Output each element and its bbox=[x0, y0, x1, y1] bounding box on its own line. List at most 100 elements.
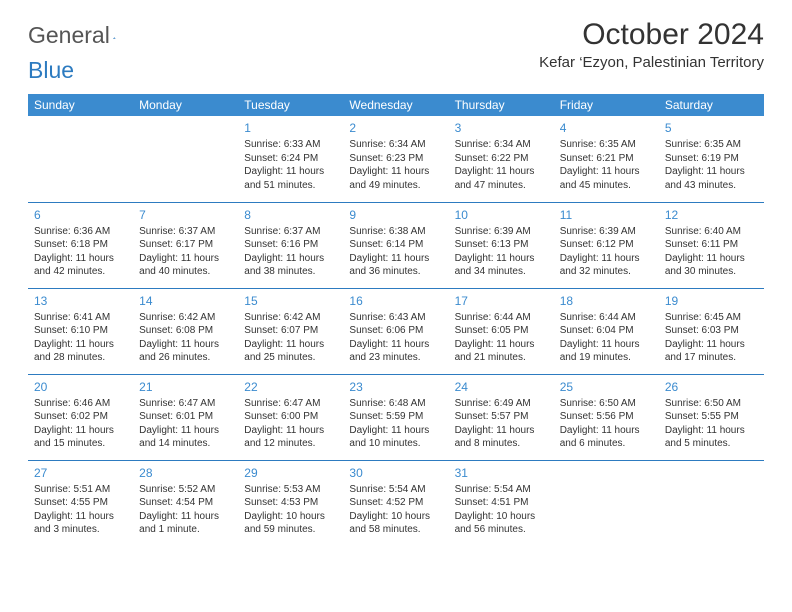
calendar-cell: 8Sunrise: 6:37 AMSunset: 6:16 PMDaylight… bbox=[238, 202, 343, 288]
day-detail: Sunset: 6:08 PM bbox=[139, 324, 232, 338]
day-detail: Sunrise: 6:50 AM bbox=[560, 397, 653, 411]
calendar-cell: 6Sunrise: 6:36 AMSunset: 6:18 PMDaylight… bbox=[28, 202, 133, 288]
calendar-cell: 5Sunrise: 6:35 AMSunset: 6:19 PMDaylight… bbox=[659, 116, 764, 202]
day-number: 15 bbox=[244, 293, 337, 309]
calendar-cell: 20Sunrise: 6:46 AMSunset: 6:02 PMDayligh… bbox=[28, 374, 133, 460]
day-detail: Daylight: 11 hours bbox=[665, 424, 758, 438]
day-detail: Sunrise: 6:44 AM bbox=[560, 311, 653, 325]
day-detail: Daylight: 11 hours bbox=[455, 252, 548, 266]
day-detail: Sunrise: 6:41 AM bbox=[34, 311, 127, 325]
day-number: 8 bbox=[244, 207, 337, 223]
calendar-cell: 11Sunrise: 6:39 AMSunset: 6:12 PMDayligh… bbox=[554, 202, 659, 288]
day-number: 22 bbox=[244, 379, 337, 395]
day-number: 31 bbox=[455, 465, 548, 481]
logo-text-1: General bbox=[28, 22, 110, 49]
day-detail: Sunrise: 6:47 AM bbox=[139, 397, 232, 411]
day-number: 21 bbox=[139, 379, 232, 395]
day-detail: Daylight: 11 hours bbox=[139, 510, 232, 524]
day-detail: Sunrise: 6:37 AM bbox=[139, 225, 232, 239]
day-number: 13 bbox=[34, 293, 127, 309]
calendar-cell: 4Sunrise: 6:35 AMSunset: 6:21 PMDaylight… bbox=[554, 116, 659, 202]
calendar-week-row: 6Sunrise: 6:36 AMSunset: 6:18 PMDaylight… bbox=[28, 202, 764, 288]
day-number: 30 bbox=[349, 465, 442, 481]
calendar-cell: 2Sunrise: 6:34 AMSunset: 6:23 PMDaylight… bbox=[343, 116, 448, 202]
day-detail: Sunset: 6:16 PM bbox=[244, 238, 337, 252]
day-number: 24 bbox=[455, 379, 548, 395]
calendar-cell: 1Sunrise: 6:33 AMSunset: 6:24 PMDaylight… bbox=[238, 116, 343, 202]
day-detail: and 47 minutes. bbox=[455, 179, 548, 193]
day-detail: Sunset: 6:11 PM bbox=[665, 238, 758, 252]
weekday-header: Wednesday bbox=[343, 94, 448, 116]
day-detail: and 15 minutes. bbox=[34, 437, 127, 451]
day-number: 17 bbox=[455, 293, 548, 309]
day-detail: Sunset: 6:04 PM bbox=[560, 324, 653, 338]
day-detail: Daylight: 11 hours bbox=[455, 165, 548, 179]
day-detail: and 12 minutes. bbox=[244, 437, 337, 451]
logo-sail-icon bbox=[113, 31, 116, 45]
day-detail: Daylight: 11 hours bbox=[139, 338, 232, 352]
day-detail: Daylight: 11 hours bbox=[349, 424, 442, 438]
day-detail: Sunset: 5:59 PM bbox=[349, 410, 442, 424]
day-detail: Sunset: 6:01 PM bbox=[139, 410, 232, 424]
day-detail: and 59 minutes. bbox=[244, 523, 337, 537]
day-detail: Sunrise: 6:47 AM bbox=[244, 397, 337, 411]
day-detail: and 42 minutes. bbox=[34, 265, 127, 279]
day-number: 11 bbox=[560, 207, 653, 223]
day-number: 28 bbox=[139, 465, 232, 481]
day-detail: Daylight: 11 hours bbox=[560, 424, 653, 438]
day-detail: Daylight: 11 hours bbox=[244, 165, 337, 179]
day-detail: Sunset: 4:55 PM bbox=[34, 496, 127, 510]
calendar-cell bbox=[659, 460, 764, 546]
day-detail: Daylight: 11 hours bbox=[349, 165, 442, 179]
day-detail: Daylight: 11 hours bbox=[34, 424, 127, 438]
day-detail: and 19 minutes. bbox=[560, 351, 653, 365]
day-number: 5 bbox=[665, 120, 758, 136]
day-number: 6 bbox=[34, 207, 127, 223]
day-detail: and 1 minute. bbox=[139, 523, 232, 537]
day-detail: and 56 minutes. bbox=[455, 523, 548, 537]
day-number: 16 bbox=[349, 293, 442, 309]
day-detail: Sunset: 6:10 PM bbox=[34, 324, 127, 338]
day-detail: and 23 minutes. bbox=[349, 351, 442, 365]
day-detail: and 21 minutes. bbox=[455, 351, 548, 365]
day-detail: Sunrise: 5:52 AM bbox=[139, 483, 232, 497]
day-detail: Daylight: 11 hours bbox=[560, 252, 653, 266]
calendar-cell: 31Sunrise: 5:54 AMSunset: 4:51 PMDayligh… bbox=[449, 460, 554, 546]
day-detail: Sunset: 4:51 PM bbox=[455, 496, 548, 510]
day-detail: Sunset: 6:17 PM bbox=[139, 238, 232, 252]
day-detail: Sunset: 6:21 PM bbox=[560, 152, 653, 166]
day-detail: and 14 minutes. bbox=[139, 437, 232, 451]
day-detail: Sunset: 6:05 PM bbox=[455, 324, 548, 338]
calendar-cell: 17Sunrise: 6:44 AMSunset: 6:05 PMDayligh… bbox=[449, 288, 554, 374]
day-detail: Sunrise: 5:54 AM bbox=[455, 483, 548, 497]
day-detail: Sunset: 6:06 PM bbox=[349, 324, 442, 338]
day-detail: Daylight: 11 hours bbox=[139, 424, 232, 438]
day-detail: and 34 minutes. bbox=[455, 265, 548, 279]
calendar-cell: 25Sunrise: 6:50 AMSunset: 5:56 PMDayligh… bbox=[554, 374, 659, 460]
day-detail: and 5 minutes. bbox=[665, 437, 758, 451]
weekday-header: Tuesday bbox=[238, 94, 343, 116]
day-detail: Sunset: 5:55 PM bbox=[665, 410, 758, 424]
day-detail: Daylight: 11 hours bbox=[349, 252, 442, 266]
day-detail: and 58 minutes. bbox=[349, 523, 442, 537]
day-number: 4 bbox=[560, 120, 653, 136]
day-detail: and 26 minutes. bbox=[139, 351, 232, 365]
calendar-cell: 9Sunrise: 6:38 AMSunset: 6:14 PMDaylight… bbox=[343, 202, 448, 288]
day-detail: Sunrise: 6:50 AM bbox=[665, 397, 758, 411]
day-number: 29 bbox=[244, 465, 337, 481]
day-detail: and 6 minutes. bbox=[560, 437, 653, 451]
day-detail: and 38 minutes. bbox=[244, 265, 337, 279]
day-detail: Sunrise: 6:49 AM bbox=[455, 397, 548, 411]
day-number: 19 bbox=[665, 293, 758, 309]
day-detail: and 28 minutes. bbox=[34, 351, 127, 365]
day-detail: Sunset: 6:22 PM bbox=[455, 152, 548, 166]
day-detail: Sunset: 6:18 PM bbox=[34, 238, 127, 252]
day-detail: and 51 minutes. bbox=[244, 179, 337, 193]
calendar-cell: 22Sunrise: 6:47 AMSunset: 6:00 PMDayligh… bbox=[238, 374, 343, 460]
calendar-cell: 12Sunrise: 6:40 AMSunset: 6:11 PMDayligh… bbox=[659, 202, 764, 288]
title-block: October 2024 Kefar ‘Ezyon, Palestinian T… bbox=[539, 18, 764, 71]
day-detail: Sunset: 4:52 PM bbox=[349, 496, 442, 510]
day-number: 26 bbox=[665, 379, 758, 395]
weekday-header: Sunday bbox=[28, 94, 133, 116]
day-detail: Sunrise: 6:38 AM bbox=[349, 225, 442, 239]
